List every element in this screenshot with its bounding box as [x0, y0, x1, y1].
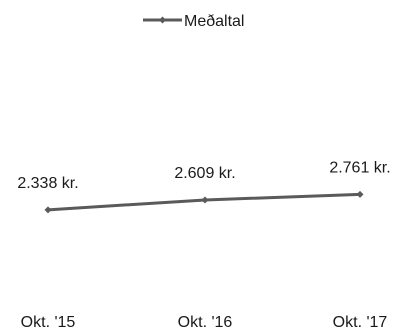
data-point-3	[356, 190, 364, 198]
legend-label: Meðaltal	[184, 13, 244, 30]
data-labels: 2.338 kr. 2.609 kr. 2.761 kr.	[17, 159, 390, 191]
legend-marker	[159, 16, 166, 24]
legend: Meðaltal	[143, 13, 244, 30]
data-point-1	[44, 206, 52, 214]
data-label-1: 2.338 kr.	[17, 175, 78, 192]
data-label-3: 2.761 kr.	[329, 159, 390, 176]
x-tick-label-3: Okt. '17	[333, 314, 388, 331]
data-point-2	[201, 196, 209, 204]
x-tick-label-2: Okt. '16	[178, 314, 233, 331]
series-group	[44, 190, 364, 214]
x-axis-tick-labels: Okt. '15 Okt. '16 Okt. '17	[21, 314, 388, 331]
x-tick-label-1: Okt. '15	[21, 314, 76, 331]
data-label-2: 2.609 kr.	[174, 165, 235, 182]
